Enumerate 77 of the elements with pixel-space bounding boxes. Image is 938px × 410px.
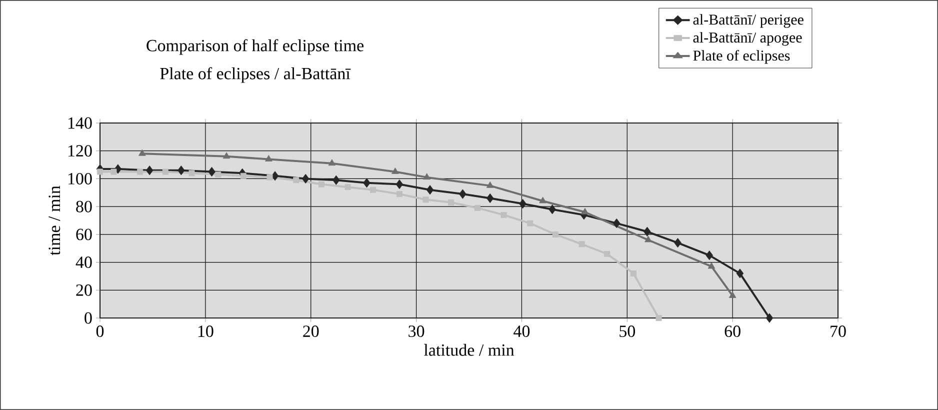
point bbox=[422, 196, 429, 203]
point bbox=[736, 268, 744, 278]
point bbox=[271, 171, 279, 181]
point bbox=[728, 292, 736, 298]
point bbox=[706, 250, 714, 260]
y-tick-label: 120 bbox=[68, 145, 92, 157]
point bbox=[552, 231, 558, 238]
x-tick-label: 30 bbox=[408, 326, 424, 338]
point bbox=[344, 184, 351, 190]
point bbox=[332, 175, 340, 185]
point bbox=[612, 218, 620, 228]
point bbox=[97, 168, 104, 175]
legend-label: Plate of eclipses bbox=[693, 50, 790, 64]
x-tick-label: 40 bbox=[514, 326, 530, 338]
point bbox=[486, 193, 494, 204]
point bbox=[630, 270, 636, 276]
point bbox=[110, 168, 117, 175]
x-tick-label: 20 bbox=[303, 326, 319, 338]
legend-label: al-Battānī/ apogee bbox=[693, 32, 802, 46]
point bbox=[519, 198, 526, 209]
point bbox=[674, 238, 682, 248]
point bbox=[656, 315, 662, 322]
point bbox=[396, 191, 402, 198]
point bbox=[548, 204, 556, 214]
point bbox=[766, 313, 774, 323]
y-tick-label: 40 bbox=[76, 256, 92, 268]
point bbox=[240, 172, 246, 179]
point bbox=[396, 179, 404, 190]
y-tick-label: 80 bbox=[76, 200, 92, 212]
chart-subtitle: Plate of eclipses / al-Battānī bbox=[160, 67, 351, 83]
point bbox=[644, 236, 652, 242]
x-tick-label: 50 bbox=[620, 326, 636, 338]
point bbox=[293, 177, 300, 184]
point bbox=[328, 159, 336, 166]
x-tick-label: 0 bbox=[96, 326, 104, 338]
legend-label: al-Battānī/ perigee bbox=[693, 14, 804, 28]
x-tick-label: 10 bbox=[198, 326, 214, 338]
point bbox=[448, 199, 454, 206]
point bbox=[363, 178, 370, 188]
y-axis-title: time / min bbox=[48, 186, 60, 256]
point bbox=[527, 220, 534, 226]
point bbox=[265, 155, 272, 162]
point bbox=[302, 174, 310, 184]
chart-title: Comparison of half eclipse time bbox=[146, 39, 364, 55]
x-axis-title: latitude / min bbox=[424, 344, 514, 356]
y-tick-label: 100 bbox=[68, 172, 92, 184]
point bbox=[188, 170, 195, 176]
point bbox=[500, 212, 507, 218]
point bbox=[581, 208, 589, 214]
point bbox=[266, 174, 273, 180]
y-tick-label: 140 bbox=[68, 117, 92, 129]
point bbox=[426, 185, 434, 195]
point bbox=[178, 166, 185, 176]
y-tick-label: 0 bbox=[84, 312, 92, 324]
y-tick-label: 60 bbox=[76, 228, 92, 240]
point bbox=[162, 168, 168, 175]
point bbox=[215, 172, 222, 178]
point bbox=[208, 166, 216, 177]
x-tick-label: 70 bbox=[830, 326, 846, 338]
point bbox=[486, 181, 494, 188]
point bbox=[222, 152, 230, 159]
x-tick-label: 60 bbox=[724, 326, 740, 338]
point bbox=[708, 262, 716, 269]
point bbox=[459, 189, 466, 199]
point bbox=[146, 166, 154, 176]
point bbox=[137, 168, 144, 175]
point bbox=[138, 149, 146, 156]
point bbox=[392, 168, 399, 174]
point bbox=[539, 196, 546, 204]
y-tick-label: 20 bbox=[76, 284, 92, 296]
point bbox=[578, 241, 585, 248]
point bbox=[318, 181, 324, 188]
point bbox=[423, 173, 430, 180]
point bbox=[370, 186, 376, 193]
point bbox=[644, 226, 651, 236]
point bbox=[604, 250, 610, 257]
point bbox=[474, 204, 480, 211]
